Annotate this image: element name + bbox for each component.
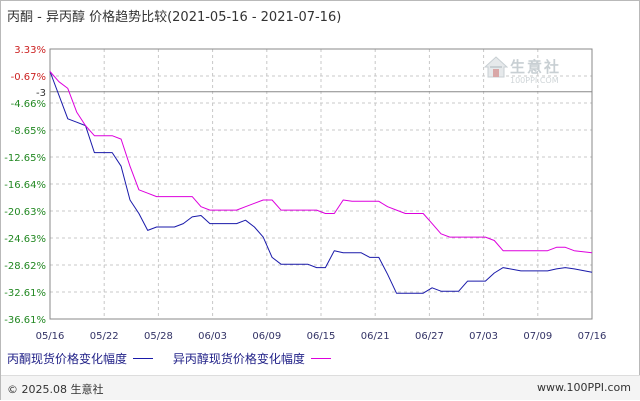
legend: 丙酮现货价格变化幅度 异丙醇现货价格变化幅度 [7, 350, 347, 367]
y-tick-label: -12.65% [4, 153, 46, 164]
copyright-text: © 2025.08 生意社 [7, 383, 104, 396]
y-tick-label: -0.67% [11, 72, 46, 83]
site-link[interactable]: www.100PPI.com [537, 381, 631, 394]
chart-title: 丙酮 - 异丙醇 价格趋势比较(2021-05-16 - 2021-07-16) [7, 10, 342, 25]
series-line-acetone [49, 71, 593, 294]
x-tick-label: 05/28 [144, 331, 173, 342]
footer: © 2025.08 生意社 www.100PPI.com [1, 375, 640, 400]
watermark-logo-icon [484, 56, 508, 78]
watermark-url: 100PPI.COM [510, 76, 559, 85]
y-tick-label: -4.66% [11, 99, 46, 110]
legend-swatch-acetone [133, 358, 154, 359]
watermark-name: 生意社 [510, 58, 562, 76]
legend-label-acetone: 丙酮现货价格变化幅度 [7, 352, 128, 366]
watermark: 生意社 100PPI.COM [484, 56, 584, 92]
x-tick-label: 06/15 [307, 331, 336, 342]
legend-item-isopropanol: 异丙醇现货价格变化幅度 [173, 350, 331, 367]
legend-label-isopropanol: 异丙醇现货价格变化幅度 [172, 352, 305, 366]
y-tick-label: -28.62% [4, 261, 46, 272]
x-tick-label: 06/21 [361, 331, 390, 342]
x-tick-label: 06/03 [198, 331, 227, 342]
legend-item-acetone: 丙酮现货价格变化幅度 [7, 350, 154, 367]
y-tick-label: -24.63% [4, 234, 46, 245]
y-tick-label: -16.64% [4, 180, 46, 191]
x-tick-label: 07/03 [469, 331, 498, 342]
plot-border [49, 48, 593, 320]
y-tick-label: 3.33% [14, 45, 46, 56]
y-tick-label: -36.61% [4, 315, 46, 326]
legend-swatch-isopropanol [310, 358, 331, 359]
x-tick-label: 05/22 [90, 331, 119, 342]
x-tick-label: 06/09 [252, 331, 281, 342]
y-tick-label: -32.61% [4, 288, 46, 299]
x-tick-label: 05/16 [36, 331, 65, 342]
series-line-isopropanol [49, 71, 593, 254]
x-tick-label: 06/27 [415, 331, 444, 342]
y-tick-label: -20.63% [4, 207, 46, 218]
reference-line-label: -3 [36, 88, 46, 99]
y-tick-label: -8.65% [11, 126, 46, 137]
x-tick-label: 07/16 [578, 331, 607, 342]
x-tick-label: 07/09 [523, 331, 552, 342]
